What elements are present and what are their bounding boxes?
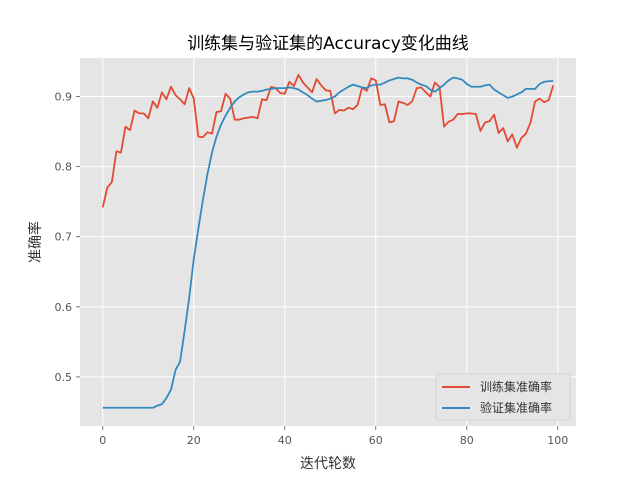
- x-tick-label: 0: [99, 434, 106, 447]
- y-tick-label: 0.6: [55, 301, 73, 314]
- x-tick-label: 20: [187, 434, 201, 447]
- y-tick-label: 0.7: [55, 231, 73, 244]
- x-axis-label: 迭代轮数: [300, 456, 356, 472]
- chart-title: 训练集与验证集的Accuracy变化曲线: [187, 34, 469, 54]
- x-tick-label: 40: [278, 434, 292, 447]
- y-axis-ticks: 0.5 0.6 0.7 0.8 0.9: [55, 91, 80, 384]
- x-tick-label: 80: [460, 434, 474, 447]
- val-accuracy-line: [102, 76, 554, 409]
- legend-label-train: 训练集准确率: [480, 379, 552, 394]
- grid-lines: [80, 58, 576, 426]
- x-tick-label: 100: [547, 434, 568, 447]
- plot-area: [80, 58, 576, 426]
- legend: 训练集准确率 验证集准确率: [435, 373, 571, 421]
- train-accuracy-line: [101, 73, 555, 208]
- legend-label-val: 验证集准确率: [480, 400, 552, 415]
- y-tick-label: 0.9: [55, 91, 73, 104]
- y-tick-label: 0.8: [55, 161, 73, 174]
- y-tick-label: 0.5: [55, 371, 73, 384]
- x-tick-label: 60: [369, 434, 383, 447]
- x-axis-ticks: 0 20 40 60 80 100: [99, 426, 568, 447]
- y-axis-label: 准确率: [27, 221, 44, 263]
- series-layer: [101, 73, 555, 409]
